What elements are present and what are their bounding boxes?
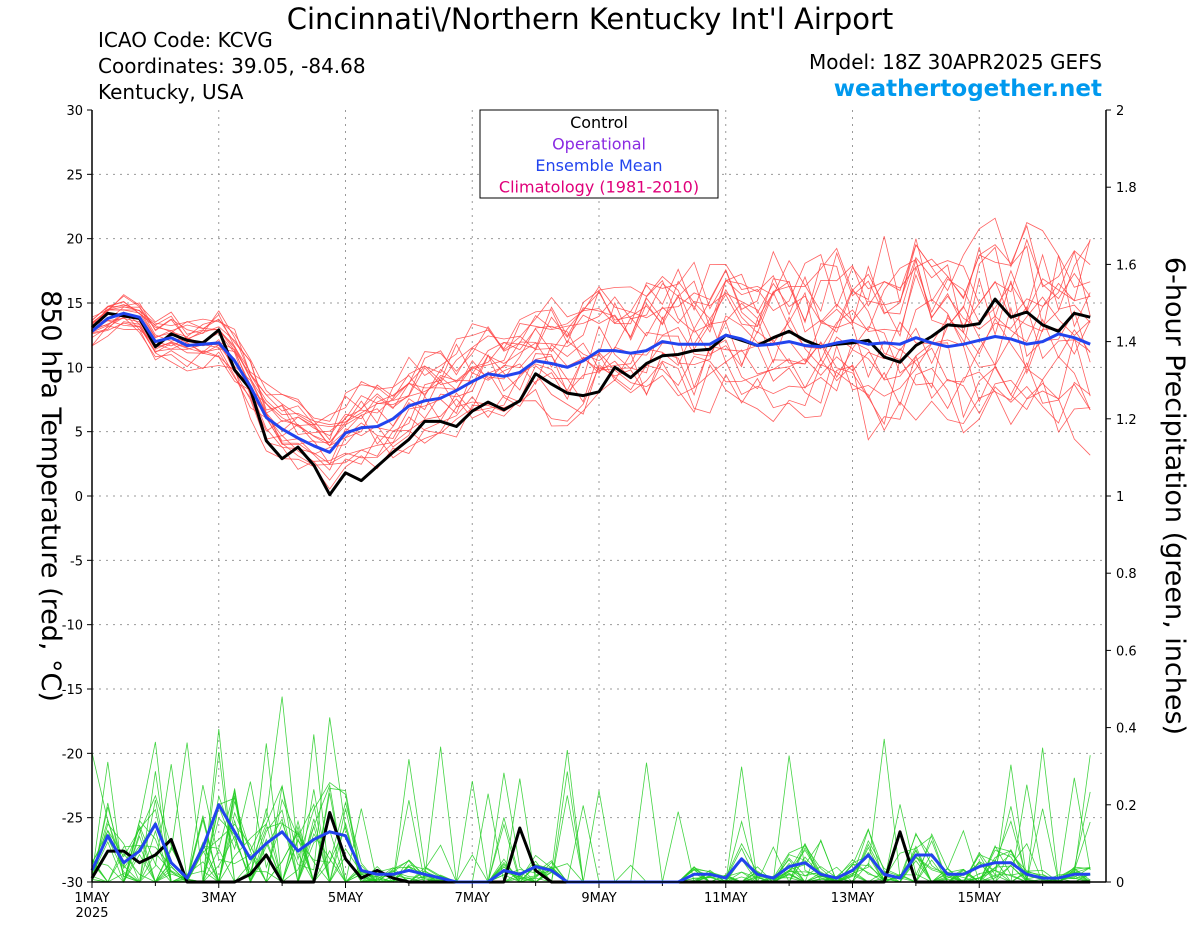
y-axis-left-title: 850 hPa Temperature (red, °C) — [35, 290, 66, 702]
left-tick-label: 15 — [66, 297, 83, 312]
right-tick-label: 0.2 — [1116, 799, 1137, 814]
ensemble-mean-temp-line — [91, 311, 1091, 454]
x-tick-label: 5MAY — [328, 891, 363, 906]
temp-member-line — [91, 306, 1091, 455]
temp-member-line — [91, 238, 1091, 441]
brand-link[interactable]: weathertogether.net — [833, 76, 1102, 102]
temp-member-line — [91, 246, 1091, 435]
precip-member-line — [91, 738, 1091, 884]
left-tick-label: -5 — [70, 554, 83, 569]
x-tick-label: 11MAY — [704, 891, 748, 906]
temp-member-line — [91, 320, 1091, 465]
right-tick-label: 2 — [1116, 104, 1124, 119]
left-tick-label: -10 — [62, 619, 83, 634]
icao-code: ICAO Code: KCVG — [98, 28, 273, 52]
left-tick-label: 5 — [75, 426, 83, 441]
left-tick-label: -30 — [62, 876, 83, 891]
x-tick-label: 15MAY — [957, 891, 1001, 906]
page-title: Cincinnati\/Northern Kentucky Int'l Airp… — [286, 2, 894, 36]
legend-item-operational: Operational — [552, 135, 646, 154]
left-tick-label: -25 — [62, 812, 83, 827]
x-tick-label: 3MAY — [201, 891, 236, 906]
temp-member-line — [91, 224, 1091, 422]
temp-member-line — [91, 239, 1091, 426]
temp-member-line — [91, 321, 1091, 490]
right-tick-label: 1.4 — [1116, 336, 1137, 351]
left-tick-label: 10 — [66, 361, 83, 376]
left-tick-label: -20 — [62, 747, 83, 762]
right-tick-label: 0 — [1116, 876, 1124, 891]
right-tick-label: 0.6 — [1116, 644, 1137, 659]
x-tick-label: 7MAY — [455, 891, 490, 906]
x-tick-label: 13MAY — [831, 891, 875, 906]
legend-box — [479, 109, 719, 199]
left-tick-label: -15 — [62, 683, 83, 698]
left-tick-label: 30 — [66, 104, 83, 119]
left-tick-label: 0 — [75, 490, 83, 505]
x-tick-label: 1MAY — [74, 891, 109, 906]
left-tick-label: 20 — [66, 233, 83, 248]
legend-item-ensemble: Ensemble Mean — [535, 156, 662, 175]
right-tick-label: 0.4 — [1116, 722, 1137, 737]
right-tick-label: 1.2 — [1116, 413, 1137, 428]
legend-item-control: Control — [570, 113, 628, 132]
right-tick-label: 1.6 — [1116, 258, 1137, 273]
right-tick-label: 0.8 — [1116, 567, 1137, 582]
legend-item-climatology: Climatology (1981-2010) — [499, 178, 699, 197]
region: Kentucky, USA — [98, 80, 244, 104]
precip-member-line — [91, 696, 1091, 884]
y-axis-right-title: 6-hour Precipitation (green, inches) — [1159, 257, 1190, 735]
right-tick-label: 1 — [1116, 490, 1124, 505]
x-tick-sublabel: 2025 — [75, 906, 108, 921]
temp-member-line — [91, 240, 1091, 443]
x-tick-label: 9MAY — [581, 891, 616, 906]
right-tick-label: 1.8 — [1116, 181, 1137, 196]
coordinates: Coordinates: 39.05, -84.68 — [98, 54, 366, 78]
temp-member-line — [91, 316, 1091, 470]
model-run: Model: 18Z 30APR2025 GEFS — [809, 50, 1102, 74]
left-tick-label: 25 — [66, 168, 83, 183]
